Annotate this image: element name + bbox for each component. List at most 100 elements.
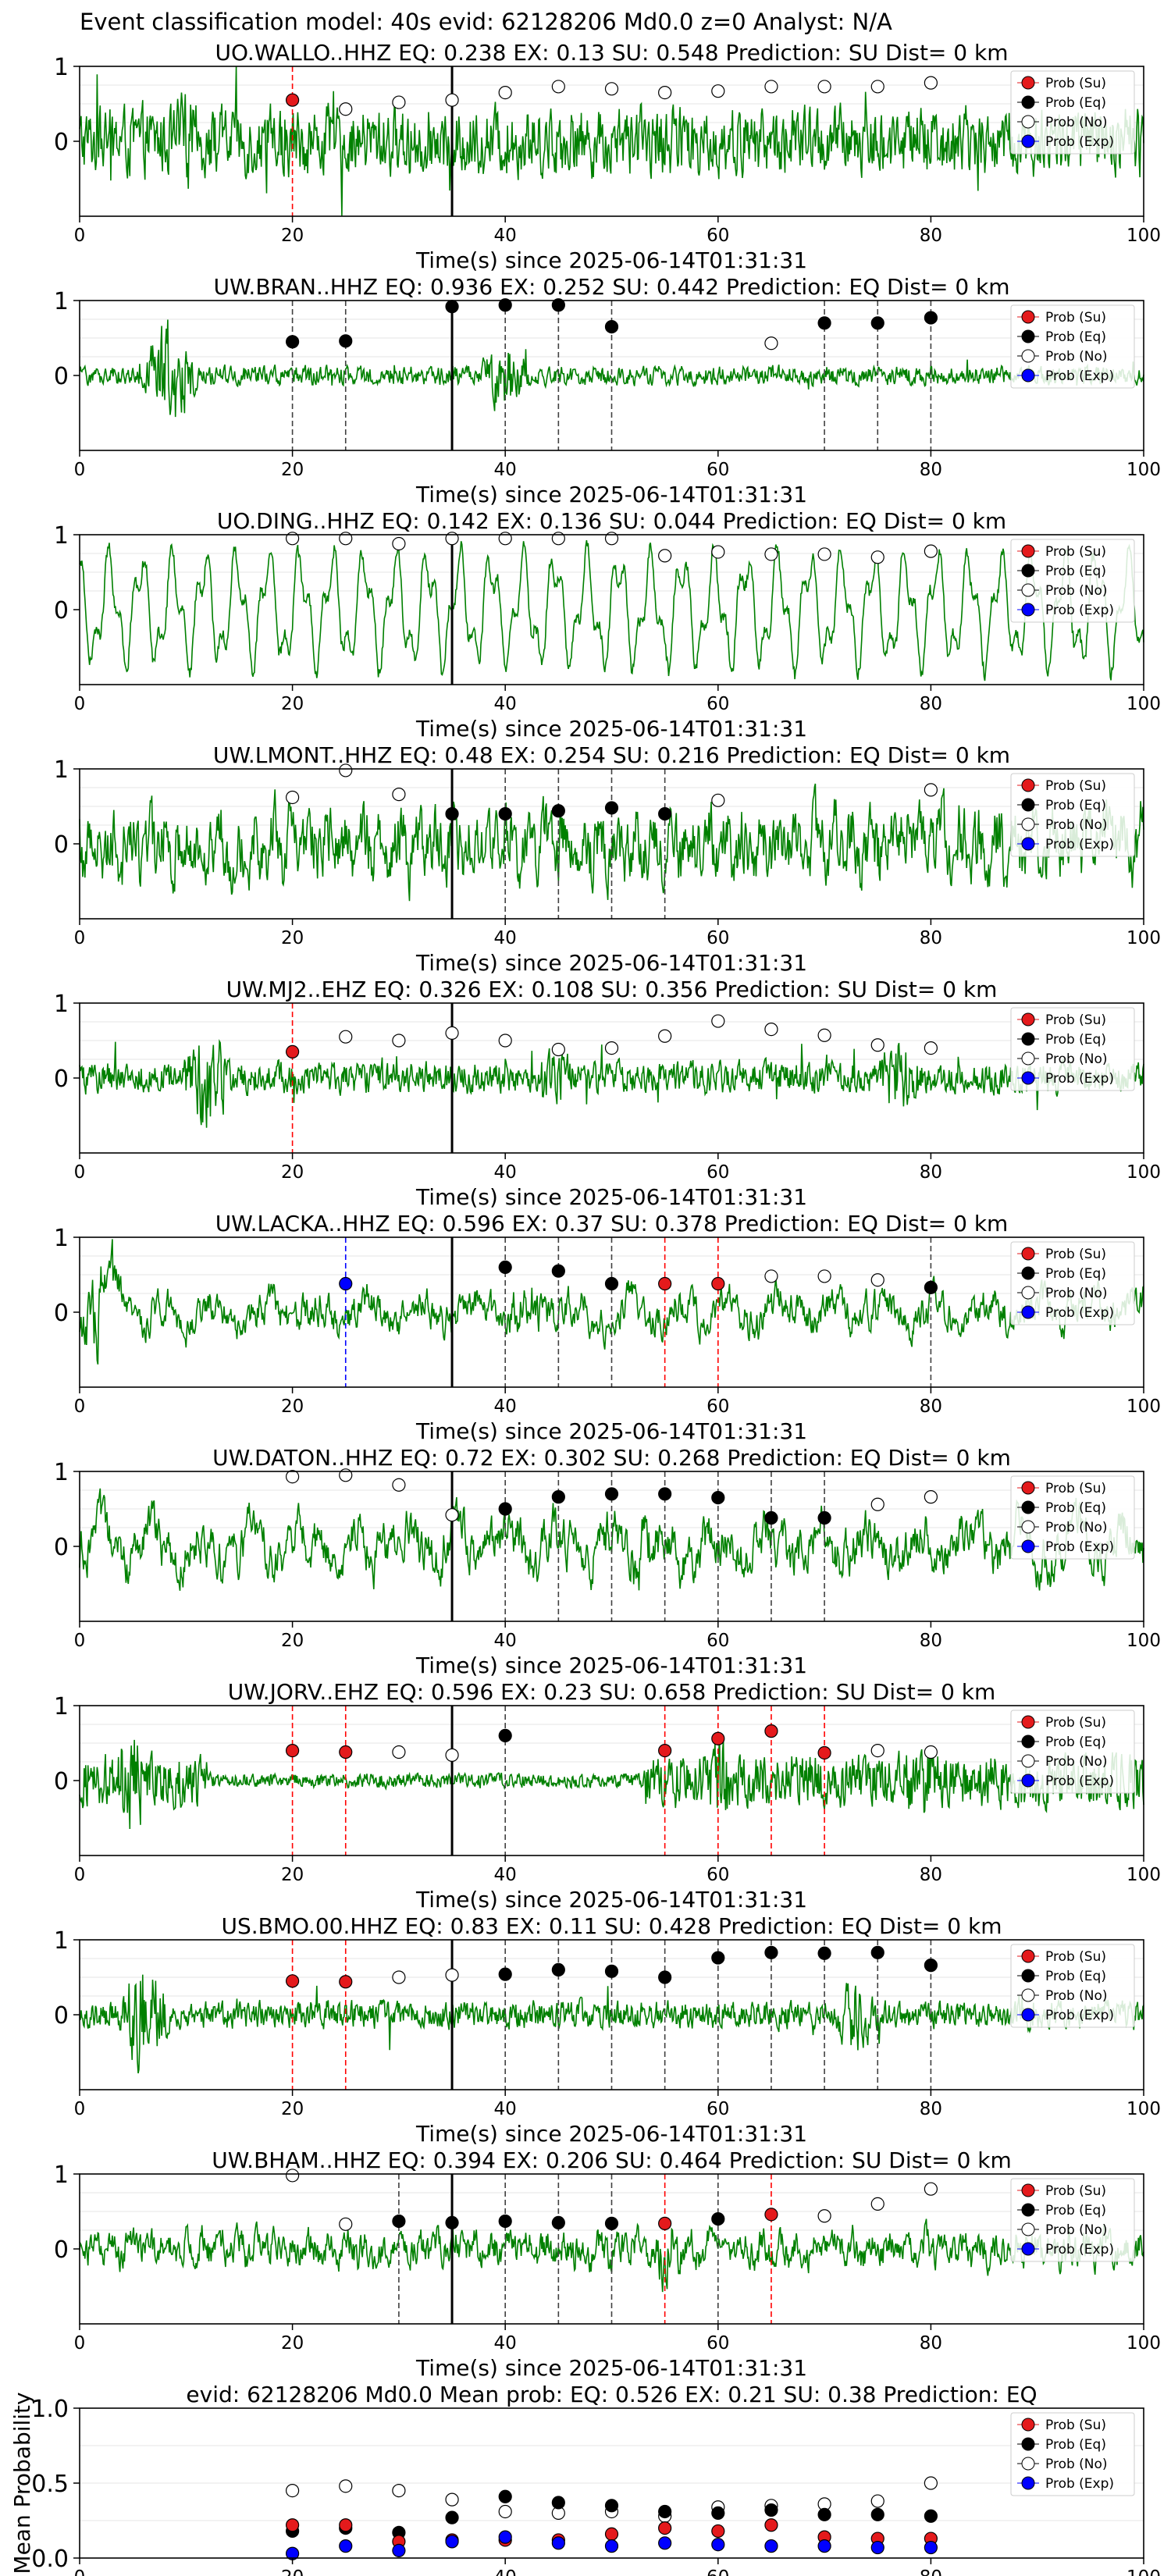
y-tick-label: 0 bbox=[54, 2002, 69, 2030]
legend-marker-su bbox=[1021, 1715, 1035, 1729]
prob-marker-eq bbox=[551, 804, 565, 818]
prob-marker-su bbox=[339, 1975, 353, 1989]
prob-marker-no bbox=[924, 783, 938, 797]
x-axis-label: Time(s) since 2025-06-14T01:31:31 bbox=[415, 950, 807, 976]
prob-marker-eq bbox=[551, 1490, 565, 1504]
legend-marker-exp bbox=[1021, 1071, 1035, 1085]
prob-marker-no bbox=[817, 547, 831, 561]
x-tick-label: 20 bbox=[281, 1162, 304, 1183]
prob-marker-su bbox=[764, 2208, 778, 2222]
mean-marker-exp bbox=[870, 2540, 884, 2555]
legend-label-eq: Prob (Eq) bbox=[1045, 1969, 1106, 1984]
prob-marker-no bbox=[711, 545, 725, 559]
legend-label-eq: Prob (Eq) bbox=[1045, 1266, 1106, 1282]
x-tick-label: 60 bbox=[707, 2333, 729, 2354]
x-tick-label: 40 bbox=[494, 1865, 517, 1885]
prob-marker-eq bbox=[286, 335, 300, 349]
x-tick-label: 0 bbox=[74, 460, 86, 480]
x-tick-label: 80 bbox=[920, 1865, 942, 1885]
legend-marker-exp bbox=[1021, 134, 1035, 148]
x-tick-label: 0 bbox=[74, 1397, 86, 1417]
x-axis-label: Time(s) since 2025-06-14T01:31:31 bbox=[415, 1887, 807, 1912]
prob-marker-no bbox=[339, 102, 353, 116]
panel-UW.DATON..HHZ: 0 20 40 60 80 100 1 0 Prob (Su) Prob (Eq) Prob (No… bbox=[54, 1445, 1161, 1678]
panel-title: UO.WALLO..HHZ EQ: 0.238 EX: 0.13 SU: 0.5… bbox=[215, 40, 1008, 66]
prob-marker-su bbox=[817, 1745, 831, 1760]
prob-marker-no bbox=[286, 2169, 300, 2183]
prob-marker-eq bbox=[817, 316, 831, 330]
legend-label-eq: Prob (Eq) bbox=[1045, 1500, 1106, 1516]
prob-marker-no bbox=[817, 1269, 831, 1283]
x-tick-label: 0 bbox=[74, 2099, 86, 2119]
prob-marker-eq bbox=[711, 1490, 725, 1505]
legend-marker-no bbox=[1021, 1988, 1035, 2002]
prob-marker-no bbox=[658, 549, 672, 563]
legend: Prob (Su) Prob (Eq) Prob (No) Prob (Exp) bbox=[1010, 773, 1135, 857]
x-tick-label: 0 bbox=[74, 1631, 86, 1651]
y-tick-label: 0 bbox=[54, 597, 69, 624]
x-tick-label: 80 bbox=[920, 694, 942, 714]
waveform bbox=[79, 1736, 1144, 1830]
x-tick-label: 60 bbox=[707, 2567, 729, 2576]
legend: Prob (Su) Prob (Eq) Prob (No) Prob (Exp) bbox=[1010, 539, 1135, 623]
y-tick-label: 1 bbox=[54, 1225, 69, 1252]
waveform bbox=[79, 66, 1144, 216]
prob-marker-no bbox=[339, 1468, 353, 1482]
prob-marker-eq bbox=[498, 1502, 512, 1516]
x-tick-label: 60 bbox=[707, 1397, 729, 1417]
x-tick-label: 20 bbox=[281, 1397, 304, 1417]
y-tick-label: 1 bbox=[54, 522, 69, 550]
prob-marker-eq bbox=[551, 298, 565, 312]
x-tick-label: 80 bbox=[920, 1631, 942, 1651]
legend-marker-eq bbox=[1021, 95, 1035, 109]
legend-marker-exp bbox=[1021, 1539, 1035, 1553]
legend-label-su: Prob (Su) bbox=[1045, 2183, 1106, 2199]
legend-label-eq: Prob (Eq) bbox=[1045, 798, 1106, 813]
y-tick-label: 0 bbox=[54, 129, 69, 156]
mean-marker-eq bbox=[924, 2509, 938, 2523]
legend-marker-eq bbox=[1021, 798, 1035, 812]
mean-marker-no bbox=[498, 2504, 512, 2519]
prob-marker-no bbox=[764, 336, 778, 350]
panel-UW.JORV..EHZ: 0 20 40 60 80 100 1 0 Prob (Su) Prob (Eq) Prob (No… bbox=[54, 1679, 1161, 1912]
prob-marker-no bbox=[658, 85, 672, 100]
prob-marker-no bbox=[870, 1038, 884, 1052]
mean-marker-su bbox=[764, 2518, 778, 2532]
y-axis-label: Mean Probability bbox=[9, 2392, 35, 2574]
prob-marker-no bbox=[392, 1478, 406, 1492]
prob-marker-eq bbox=[604, 801, 619, 815]
legend-marker-eq bbox=[1021, 2203, 1035, 2217]
prob-marker-su bbox=[711, 1276, 725, 1291]
prob-marker-eq bbox=[445, 300, 459, 314]
prob-marker-no bbox=[339, 2217, 353, 2231]
y-tick-label: 1 bbox=[54, 288, 69, 315]
legend-label-su: Prob (Su) bbox=[1045, 2418, 1106, 2433]
prob-marker-su bbox=[286, 93, 300, 107]
legend-marker-no bbox=[1021, 115, 1035, 129]
panel-title: UW.LMONT..HHZ EQ: 0.48 EX: 0.254 SU: 0.2… bbox=[213, 742, 1010, 768]
x-tick-label: 60 bbox=[707, 1631, 729, 1651]
x-tick-label: 60 bbox=[707, 226, 729, 246]
mean-marker-eq bbox=[604, 2499, 619, 2513]
legend-label-su: Prob (Su) bbox=[1045, 76, 1106, 91]
y-tick-label: 1 bbox=[54, 54, 69, 81]
mean-marker-eq bbox=[658, 2504, 672, 2519]
x-tick-label: 40 bbox=[494, 928, 517, 948]
y-tick-label: 1 bbox=[54, 2161, 69, 2189]
mean-marker-eq bbox=[817, 2507, 831, 2521]
x-tick-label: 20 bbox=[281, 2567, 304, 2576]
legend-label-no: Prob (No) bbox=[1045, 2222, 1108, 2238]
mean-marker-no bbox=[339, 2479, 353, 2493]
legend-label-su: Prob (Su) bbox=[1045, 544, 1106, 560]
panel-title: UW.BRAN..HHZ EQ: 0.936 EX: 0.252 SU: 0.4… bbox=[213, 274, 1009, 300]
prob-marker-no bbox=[286, 790, 300, 805]
x-tick-label: 0 bbox=[74, 694, 86, 714]
x-tick-label: 100 bbox=[1127, 2567, 1161, 2576]
legend-label-no: Prob (No) bbox=[1045, 115, 1108, 130]
legend-marker-exp bbox=[1021, 2476, 1035, 2490]
x-tick-label: 80 bbox=[920, 2567, 942, 2576]
legend: Prob (Su) Prob (Eq) Prob (No) Prob (Exp) bbox=[1010, 2412, 1135, 2496]
x-tick-label: 20 bbox=[281, 2099, 304, 2119]
y-tick-label: 0 bbox=[54, 1768, 69, 1795]
